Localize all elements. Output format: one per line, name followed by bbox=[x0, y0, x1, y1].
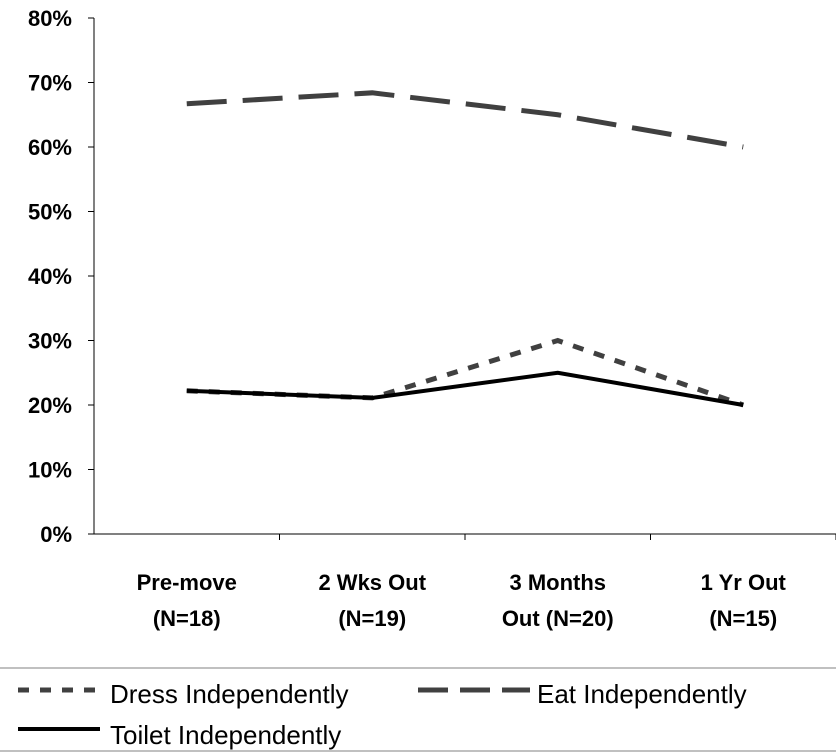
x-tick-label: Pre-move bbox=[137, 570, 237, 595]
y-tick-label: 10% bbox=[28, 458, 72, 483]
legend: Dress Independently Eat Independently Toil… bbox=[0, 667, 836, 752]
y-tick-label: 70% bbox=[28, 71, 72, 96]
y-tick-label: 40% bbox=[28, 264, 72, 289]
x-tick-label: 1 Yr Out bbox=[701, 570, 787, 595]
legend-label: Eat Independently bbox=[537, 679, 747, 709]
x-tick-label: (N=19) bbox=[338, 606, 406, 631]
y-tick-label: 50% bbox=[28, 200, 72, 225]
x-tick-label: 2 Wks Out bbox=[318, 570, 426, 595]
x-tick-label: (N=18) bbox=[153, 606, 221, 631]
y-tick-label: 80% bbox=[28, 6, 72, 31]
y-tick-label: 0% bbox=[40, 522, 72, 547]
y-tick-label: 60% bbox=[28, 135, 72, 160]
series-line-toilet-independently bbox=[186, 370, 744, 407]
axes bbox=[93, 18, 836, 535]
x-tick-label: (N=15) bbox=[709, 606, 777, 631]
x-tick-label: 3 Months bbox=[509, 570, 606, 595]
y-tick-label: 20% bbox=[28, 393, 72, 418]
y-tick-label: 30% bbox=[28, 329, 72, 354]
legend-label: Toilet Independently bbox=[110, 720, 341, 750]
x-axis-ticks: Pre-move (N=18) 2 Wks Out (N=19) 3 Months Out… bbox=[137, 534, 836, 631]
x-tick-label: Out (N=20) bbox=[502, 606, 614, 631]
legend-label: Dress Independently bbox=[110, 679, 348, 709]
series-lines bbox=[186, 90, 745, 408]
y-axis-ticks: 0% 10% 20% 30% 40% 50% 60% 70% 80% bbox=[28, 6, 94, 547]
series-line-eat-independently bbox=[186, 90, 744, 150]
